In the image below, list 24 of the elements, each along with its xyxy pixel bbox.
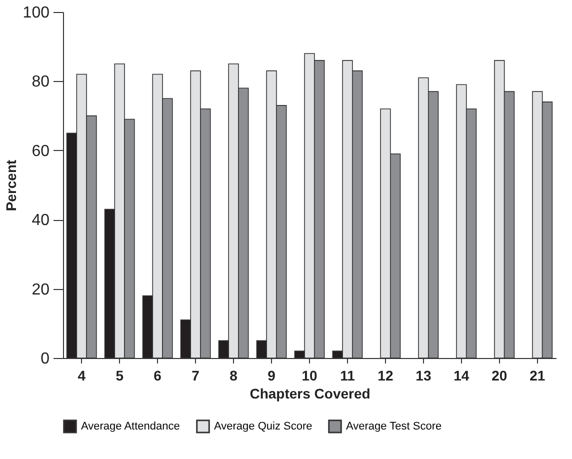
y-tick-label: 80 [32, 74, 50, 91]
x-tick-label: 12 [378, 368, 394, 384]
x-axis-title: Chapters Covered [250, 386, 370, 402]
x-tick-label: 14 [454, 368, 470, 384]
y-tick-label: 100 [22, 4, 50, 22]
x-tick-label: 8 [230, 368, 238, 384]
x-tick-label: 21 [530, 368, 546, 384]
x-tick-label: 13 [416, 368, 432, 384]
legend-label: Average Test Score [346, 420, 442, 432]
x-tick-label: 6 [154, 368, 162, 384]
x-tick-label: 11 [340, 368, 356, 384]
legend-label: Average Attendance [81, 420, 180, 432]
y-tick-label: 0 [40, 350, 50, 368]
x-tick-label: 10 [302, 368, 318, 384]
y-tick-label: 60 [32, 142, 50, 160]
x-tick-label: 7 [192, 368, 200, 384]
x-tick-label: 5 [116, 368, 124, 384]
y-tick-label: 40 [32, 212, 50, 230]
x-tick-label: 20 [492, 368, 508, 384]
legend-label: Average Quiz Score [214, 420, 312, 432]
x-tick-label: 9 [268, 368, 276, 384]
x-tick-label: 4 [78, 368, 86, 384]
y-axis-title: Percent [2, 159, 19, 212]
y-tick-label: 20 [32, 281, 50, 298]
